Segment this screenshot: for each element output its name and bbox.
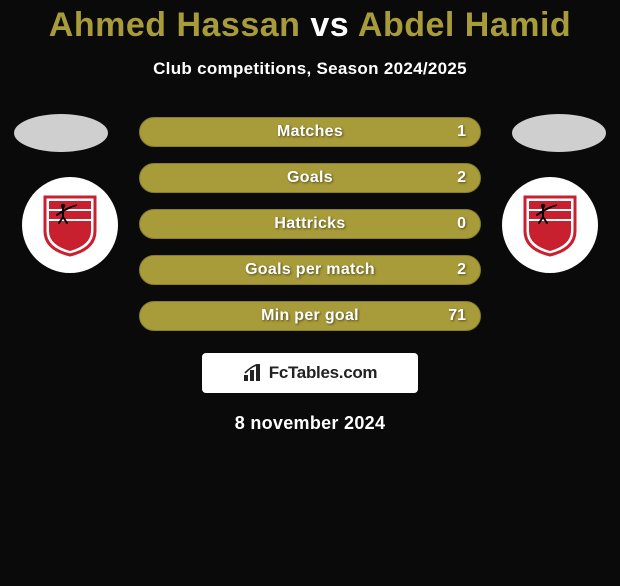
stat-right-value: 71: [448, 307, 466, 325]
brand-name: FcTables.com: [269, 363, 378, 383]
stat-bar-goals-per-match: Goals per match 2: [139, 255, 481, 285]
comparison-title: Ahmed Hassan vs Abdel Hamid: [0, 6, 620, 45]
stat-bar-hattricks: Hattricks 0: [139, 209, 481, 239]
vs-label: vs: [310, 6, 349, 44]
stat-bar-matches: Matches 1: [139, 117, 481, 147]
snapshot-date: 8 november 2024: [0, 413, 620, 434]
brand-badge[interactable]: FcTables.com: [202, 353, 418, 393]
stat-label: Goals per match: [245, 261, 375, 279]
zamalek-shield-icon: [523, 193, 577, 257]
comparison-content: Matches 1 Goals 2 Hattricks 0 Goals per …: [0, 117, 620, 434]
stat-label: Matches: [277, 123, 343, 141]
player1-name: Ahmed Hassan: [49, 6, 301, 44]
stat-bars: Matches 1 Goals 2 Hattricks 0 Goals per …: [139, 117, 481, 331]
stat-bar-goals: Goals 2: [139, 163, 481, 193]
stat-right-value: 2: [457, 169, 466, 187]
stat-right-value: 0: [457, 215, 466, 233]
subtitle: Club competitions, Season 2024/2025: [0, 59, 620, 79]
stat-label: Hattricks: [274, 215, 345, 233]
stat-bar-min-per-goal: Min per goal 71: [139, 301, 481, 331]
stat-label: Goals: [287, 169, 333, 187]
stat-right-value: 1: [457, 123, 466, 141]
player2-avatar: [512, 114, 606, 152]
bars-icon: [243, 364, 263, 382]
zamalek-shield-icon: [43, 193, 97, 257]
stat-right-value: 2: [457, 261, 466, 279]
player1-avatar: [14, 114, 108, 152]
player2-club-badge: [502, 177, 598, 273]
player1-club-badge: [22, 177, 118, 273]
stat-label: Min per goal: [261, 307, 359, 325]
player2-name: Abdel Hamid: [358, 6, 571, 44]
